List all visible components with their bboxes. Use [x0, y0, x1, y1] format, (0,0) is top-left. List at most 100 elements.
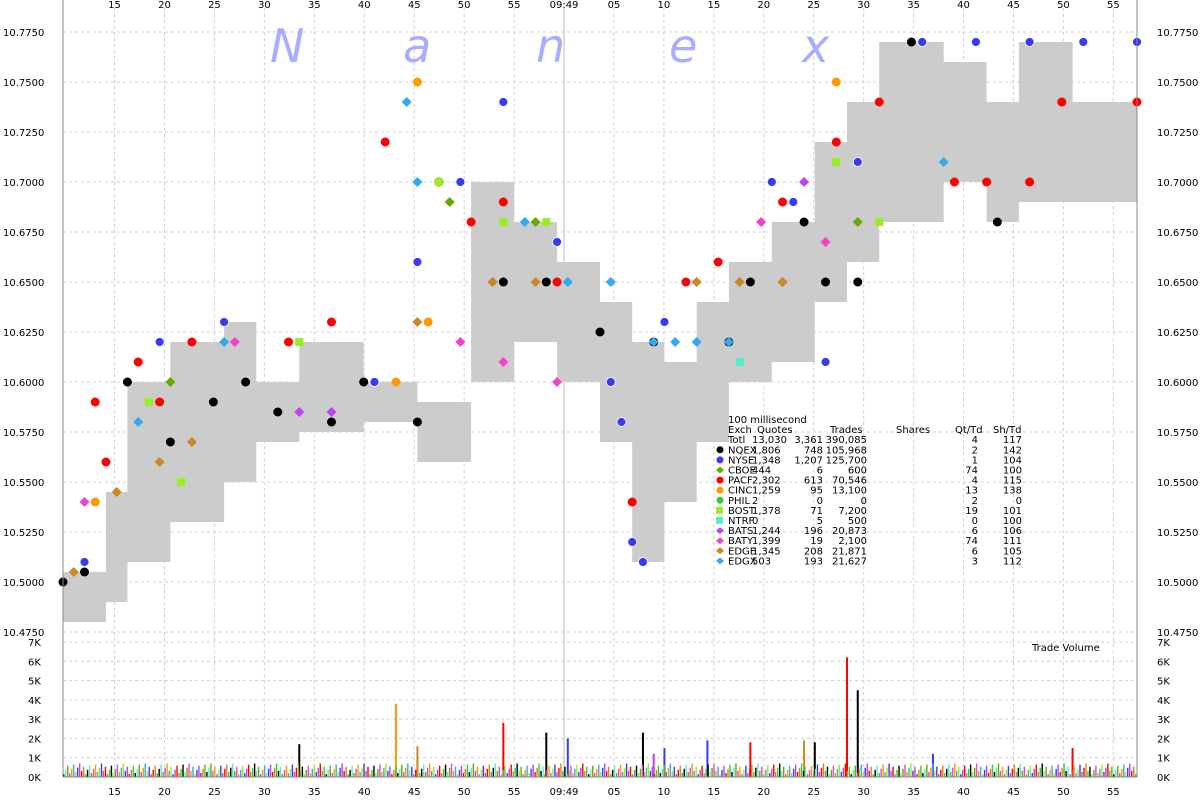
- stats-legend-swatch: [716, 537, 724, 545]
- volume-bar: [1125, 771, 1127, 777]
- volume-bar: [1051, 765, 1053, 777]
- volume-bar: [641, 764, 644, 777]
- volume-bar: [524, 769, 526, 777]
- quote-marker-baty: [552, 377, 563, 387]
- volume-bar: [989, 768, 992, 777]
- volume-bar: [285, 765, 288, 777]
- volume-bar: [1047, 774, 1049, 777]
- volume-bar: [669, 763, 672, 777]
- volume-bar: [975, 763, 978, 777]
- volume-bar: [884, 771, 886, 777]
- volume-bar: [721, 769, 723, 777]
- volume-bar: [381, 771, 383, 777]
- volume-bar: [850, 774, 852, 777]
- volume-bar: [1001, 766, 1004, 777]
- stats-cell: 1,378: [752, 506, 781, 517]
- volume-bar: [868, 770, 870, 777]
- volume-bar: [63, 774, 65, 777]
- volume-bar: [592, 765, 594, 777]
- volume-bar: [763, 774, 765, 777]
- volume-bar: [309, 773, 312, 777]
- volume-bar: [952, 767, 954, 777]
- volume-bar: [731, 771, 733, 777]
- x-tick-label-top: 20: [158, 0, 171, 11]
- quote-marker-pacf: [90, 397, 100, 407]
- volume-bar: [263, 765, 266, 777]
- volume-bar: [786, 769, 789, 777]
- volume-bar: [924, 768, 926, 777]
- x-tick-label-bottom: 20: [158, 787, 171, 798]
- x-tick-label-bottom: 55: [1107, 787, 1120, 798]
- stats-cell: 0: [752, 516, 758, 527]
- volume-bar: [440, 773, 443, 777]
- volume-bar: [421, 768, 423, 777]
- volume-bar: [518, 770, 520, 777]
- volume-bar: [498, 766, 500, 777]
- volume-bar: [701, 765, 703, 777]
- stats-cell: CINC: [728, 486, 752, 497]
- x-tick-label-top: 45: [1007, 0, 1020, 11]
- volume-bar: [613, 765, 616, 777]
- x-tick-label-top: 40: [957, 0, 970, 11]
- volume-bar: [243, 773, 246, 777]
- volume-bar: [757, 763, 759, 777]
- volume-bar: [615, 773, 618, 777]
- volume-bar: [299, 770, 302, 777]
- volume-bar: [456, 774, 459, 777]
- volume-bar: [904, 764, 906, 777]
- volume-bar: [1089, 766, 1091, 777]
- volume-bar: [846, 657, 849, 777]
- stats-cell: BOST: [728, 506, 756, 517]
- volume-bar: [677, 769, 679, 777]
- volume-bar: [351, 765, 353, 777]
- volume-bar: [600, 771, 602, 777]
- volume-bar: [1015, 771, 1018, 777]
- volume-bar: [327, 769, 329, 777]
- stats-cell: 71: [810, 506, 823, 517]
- volume-bar: [411, 766, 413, 777]
- quote-marker-pacf: [778, 197, 788, 207]
- volume-bar: [872, 774, 874, 777]
- stats-title: 100 millisecond: [728, 415, 807, 426]
- stats-header: Trades: [829, 425, 863, 436]
- volume-bar: [194, 774, 196, 777]
- volume-bar: [154, 765, 156, 777]
- volume-bar: [394, 703, 397, 777]
- volume-bar: [259, 774, 262, 777]
- volume-bar: [918, 769, 920, 777]
- volume-bar: [753, 771, 755, 777]
- volume-bar: [619, 764, 622, 777]
- y-tick-label-left: 10.7750: [3, 28, 44, 39]
- stats-cell: 1,207: [794, 455, 823, 466]
- quote-marker-nqex: [412, 417, 422, 427]
- stats-cell: 1,806: [752, 445, 781, 456]
- stats-cell: 390,085: [826, 435, 867, 446]
- volume-bar: [176, 765, 178, 777]
- volume-bar: [816, 764, 819, 777]
- x-tick-label-bottom: 10: [658, 787, 671, 798]
- stats-legend-swatch: [716, 547, 724, 555]
- stats-cell: NQEX: [728, 445, 757, 456]
- stats-cell: 74: [965, 536, 978, 547]
- quote-marker-bost: [832, 158, 841, 166]
- quote-marker-baty: [756, 217, 767, 227]
- volume-bar: [496, 770, 498, 777]
- volume-bar: [271, 771, 274, 777]
- volume-bar: [1103, 771, 1105, 777]
- volume-bar: [92, 768, 95, 777]
- quote-marker-nqex: [595, 327, 605, 337]
- volume-bar: [1037, 771, 1039, 777]
- quote-marker-pacf: [327, 317, 336, 327]
- y-tick-label-left: 10.6000: [3, 378, 44, 389]
- volume-bar: [371, 769, 373, 777]
- volume-bar: [971, 771, 974, 777]
- volume-bar: [500, 774, 502, 777]
- volume-bar: [208, 767, 210, 777]
- volume-bar: [1009, 773, 1012, 777]
- x-tick-label-bottom: 25: [208, 787, 221, 798]
- volume-bar: [652, 753, 655, 777]
- volume-bar: [566, 774, 568, 777]
- volume-tick-label-right: 6K: [1157, 657, 1170, 668]
- volume-bar: [741, 774, 743, 777]
- volume-bar: [780, 770, 783, 777]
